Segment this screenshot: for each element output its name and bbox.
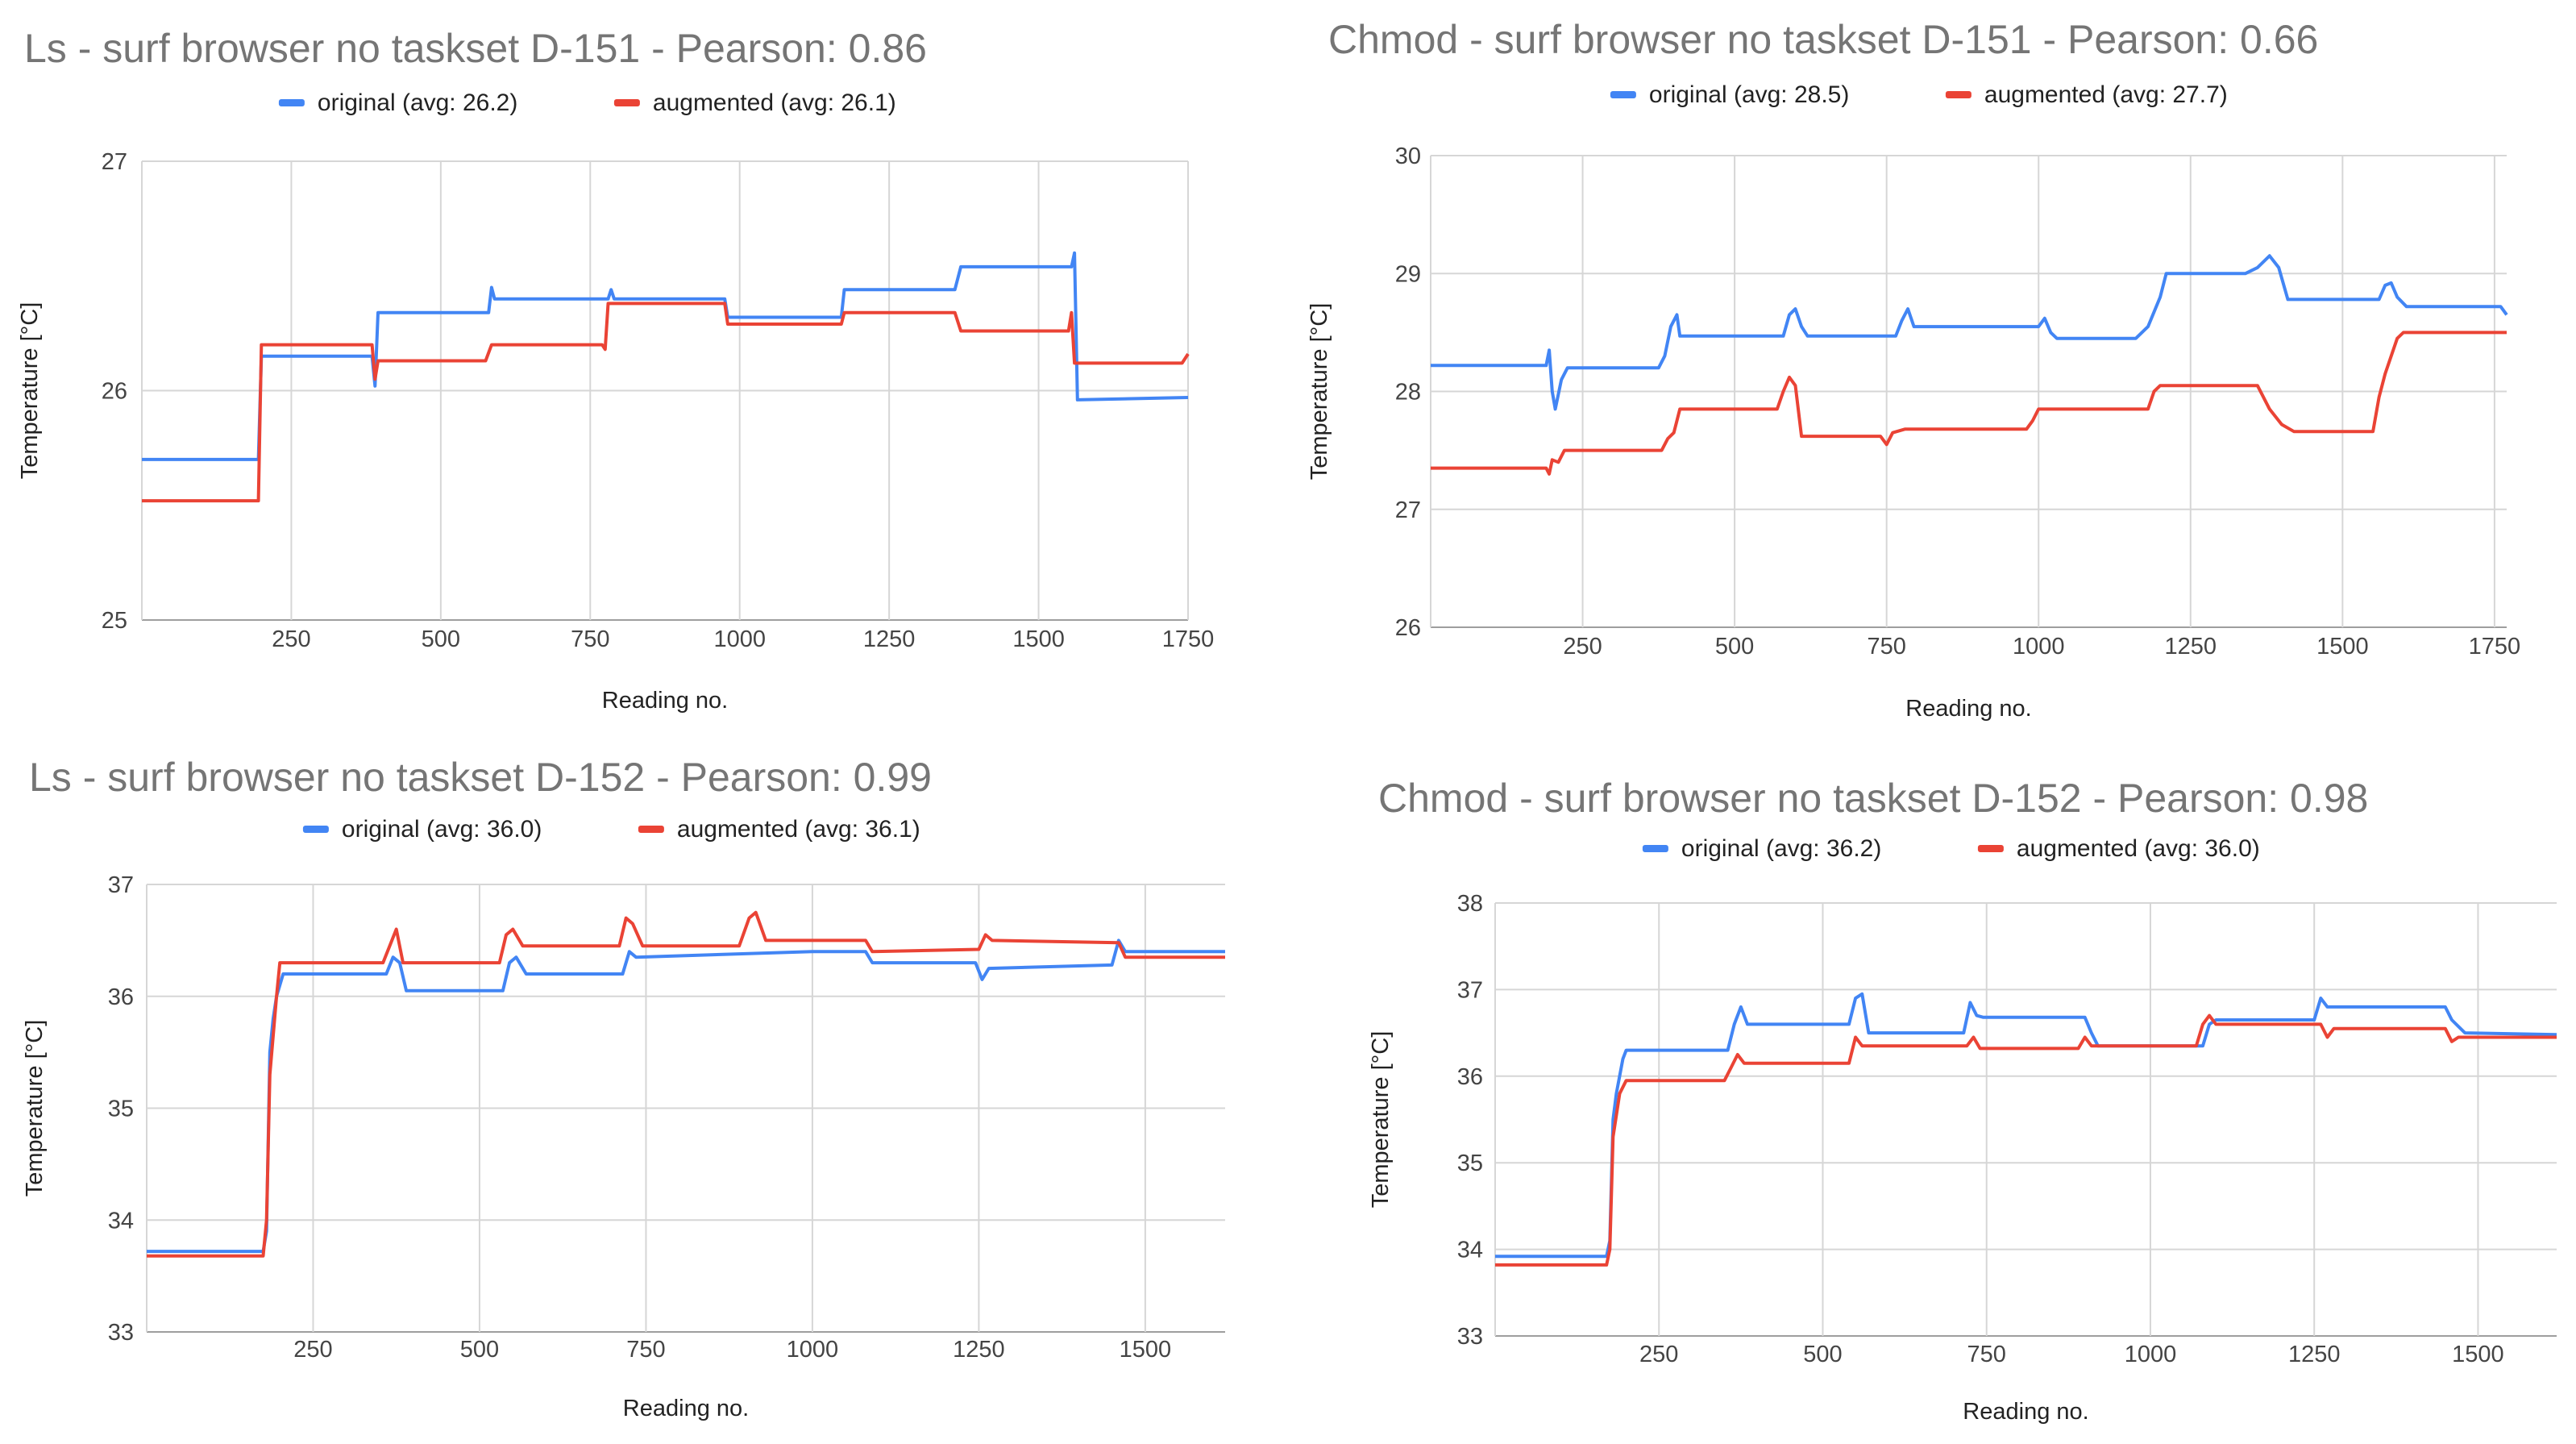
legend: original (avg: 26.2) augmented (avg: 26.1… — [278, 89, 896, 116]
series-line-original — [142, 251, 1189, 461]
legend-label: augmented (avg: 26.1) — [653, 89, 896, 116]
x-tick-label: 1000 — [2125, 1342, 2177, 1367]
y-axis-label: Temperature [°C] — [17, 302, 43, 480]
y-tick-label: 36 — [108, 984, 134, 1010]
legend-item-augmented[interactable]: augmented (avg: 36.1) — [638, 816, 920, 843]
y-tick-label: 27 — [1395, 497, 1421, 523]
x-tick-label: 1250 — [863, 626, 916, 652]
chart-title: Ls - surf browser no taskset D-152 - Pea… — [29, 755, 932, 800]
y-tick-label: 35 — [108, 1097, 134, 1122]
series-line-original — [147, 938, 1225, 1254]
y-tick-label: 33 — [108, 1320, 134, 1346]
chart-3: Ls - surf browser no taskset D-152 - Pea… — [22, 755, 1225, 1421]
y-tick-label: 28 — [1395, 380, 1421, 406]
legend-swatch — [638, 826, 664, 833]
x-tick-label: 500 — [460, 1337, 499, 1363]
x-tick-label: 1750 — [1162, 626, 1215, 652]
x-tick-label: 250 — [272, 626, 310, 652]
legend: original (avg: 36.2) augmented (avg: 36.0… — [1642, 835, 2260, 862]
legend-label: original (avg: 36.2) — [1681, 835, 1881, 862]
x-tick-label: 750 — [1867, 634, 1905, 660]
legend-label: original (avg: 28.5) — [1649, 81, 1849, 108]
legend-item-augmented[interactable]: augmented (avg: 27.7) — [1945, 81, 2228, 108]
x-tick-label: 1250 — [2288, 1342, 2341, 1367]
x-tick-label: 250 — [1639, 1342, 1678, 1367]
x-tick-label: 500 — [1715, 634, 1754, 660]
legend-swatch — [302, 826, 329, 833]
legend-item-augmented[interactable]: augmented (avg: 26.1) — [613, 89, 896, 116]
y-tick-label: 34 — [1457, 1238, 1483, 1263]
legend-item-original[interactable]: original (avg: 36.2) — [1642, 835, 1881, 862]
y-tick-label: 37 — [1457, 977, 1483, 1003]
legend-label: augmented (avg: 36.0) — [2017, 835, 2260, 862]
x-tick-label: 1250 — [953, 1337, 1005, 1363]
legend: original (avg: 28.5) augmented (avg: 27.7… — [1610, 81, 2228, 108]
legend-swatch — [1610, 91, 1636, 98]
legend-swatch — [1945, 91, 1971, 98]
y-tick-label: 26 — [102, 379, 127, 405]
legend-item-original[interactable]: original (avg: 28.5) — [1610, 81, 1849, 108]
chart-2: Chmod - surf browser no taskset D-151 - … — [1307, 17, 2520, 722]
x-tick-label: 750 — [571, 626, 609, 652]
y-tick-label: 30 — [1395, 144, 1421, 169]
y-tick-label: 26 — [1395, 615, 1421, 641]
y-tick-label: 38 — [1457, 891, 1483, 917]
x-tick-label: 1000 — [787, 1337, 839, 1363]
series-line-augmented — [142, 302, 1190, 503]
x-tick-label: 500 — [422, 626, 460, 652]
legend-swatch — [1977, 845, 2004, 852]
y-tick-label: 25 — [102, 608, 127, 634]
y-tick-label: 37 — [108, 872, 134, 898]
x-axis-label: Reading no. — [602, 688, 728, 714]
chart-4: Chmod - surf browser no taskset D-152 - … — [1368, 776, 2557, 1425]
legend-item-original[interactable]: original (avg: 36.0) — [302, 816, 542, 843]
series-line-augmented — [1495, 1013, 2557, 1267]
series-line-original — [1431, 254, 2508, 411]
y-tick-label: 33 — [1457, 1324, 1483, 1350]
x-tick-label: 750 — [626, 1337, 665, 1363]
chart-title: Ls - surf browser no taskset D-151 - Pea… — [24, 26, 927, 71]
x-tick-label: 1500 — [2316, 634, 2369, 660]
y-tick-label: 27 — [102, 149, 127, 175]
y-axis-label: Temperature [°C] — [1307, 303, 1332, 481]
series-line-augmented — [147, 910, 1225, 1258]
legend: original (avg: 36.0) augmented (avg: 36.1… — [302, 816, 920, 843]
x-tick-label: 1500 — [1120, 1337, 1172, 1363]
y-tick-label: 36 — [1457, 1064, 1483, 1090]
legend-label: augmented (avg: 36.1) — [677, 816, 920, 843]
y-axis-label: Temperature [°C] — [1368, 1031, 1394, 1209]
x-tick-label: 1000 — [2013, 634, 2065, 660]
series-line-original — [1495, 992, 2557, 1259]
x-tick-label: 1500 — [2452, 1342, 2504, 1367]
x-tick-label: 1500 — [1012, 626, 1065, 652]
y-tick-label: 35 — [1457, 1151, 1483, 1176]
y-tick-label: 34 — [108, 1208, 134, 1234]
legend-swatch — [1642, 845, 1668, 852]
x-tick-label: 500 — [1803, 1342, 1842, 1367]
x-tick-label: 750 — [1967, 1342, 2006, 1367]
x-tick-label: 1250 — [2165, 634, 2217, 660]
legend-label: original (avg: 36.0) — [342, 816, 542, 843]
y-axis-label: Temperature [°C] — [22, 1020, 48, 1197]
x-tick-label: 250 — [293, 1337, 332, 1363]
x-axis-label: Reading no. — [623, 1396, 749, 1421]
legend-item-original[interactable]: original (avg: 26.2) — [278, 89, 517, 116]
legend-label: original (avg: 26.2) — [318, 89, 517, 116]
x-axis-label: Reading no. — [1963, 1399, 2088, 1425]
chart-1: Ls - surf browser no taskset D-151 - Pea… — [17, 26, 1214, 714]
chart-title: Chmod - surf browser no taskset D-152 - … — [1378, 776, 2368, 821]
series-line-augmented — [1431, 331, 2507, 476]
x-tick-label: 1750 — [2469, 634, 2521, 660]
y-tick-label: 29 — [1395, 261, 1421, 287]
legend-swatch — [278, 99, 305, 106]
legend-label: augmented (avg: 27.7) — [1984, 81, 2228, 108]
chart-title: Chmod - surf browser no taskset D-151 - … — [1328, 17, 2318, 62]
x-tick-label: 250 — [1563, 634, 1602, 660]
legend-swatch — [613, 99, 640, 106]
x-axis-label: Reading no. — [1905, 696, 2031, 722]
x-tick-label: 1000 — [713, 626, 766, 652]
legend-item-augmented[interactable]: augmented (avg: 36.0) — [1977, 835, 2260, 862]
